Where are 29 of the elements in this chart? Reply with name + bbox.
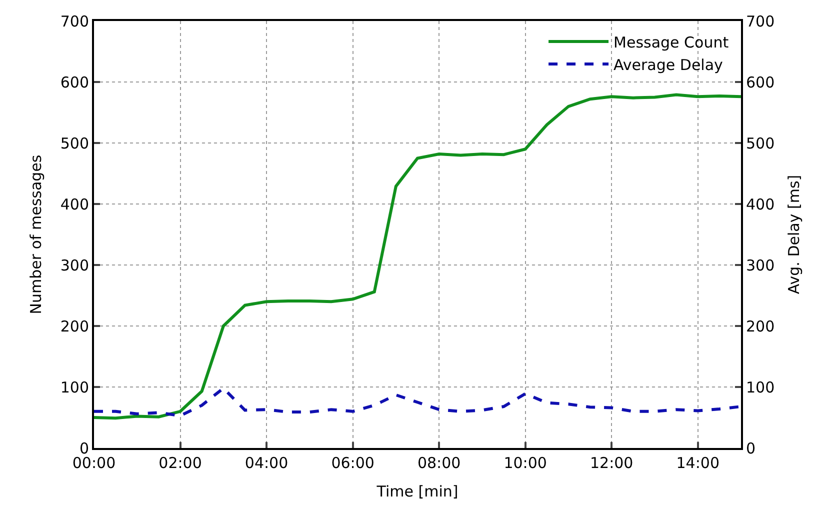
line-series [94,93,741,420]
y2-axis-title: Avg. Delay [ms] [785,174,804,294]
y2-tick-label: 300 [746,256,775,274]
y2-tick-label: 200 [746,317,775,336]
x-tick-label: 08:00 [417,454,461,472]
x-tick-label: 10:00 [504,454,547,472]
y-tick-label: 300 [60,256,89,274]
y-tick-label: 100 [60,378,89,396]
y2-tick-label: 700 [746,12,775,30]
x-tick-label: 06:00 [331,454,374,472]
x-axis-title: Time [min] [376,482,458,500]
y2-tick-label: 400 [746,195,775,214]
x-tick-label: 12:00 [590,454,634,472]
y-axis-title: Number of messages [27,154,46,314]
y-tick-label: 600 [60,73,89,92]
y2-tick-label: 600 [746,73,775,92]
y2-tick-label: 500 [746,134,775,152]
y2-tick-label: 0 [746,439,756,458]
y-tick-label: 400 [60,195,89,214]
y-tick-label: 500 [60,134,89,152]
legend-label: Average Delay [614,56,724,74]
legend-label: Message Count [614,33,729,52]
y-tick-label: 700 [60,12,89,30]
x-tick-label: 14:00 [676,454,720,472]
line-series [94,386,741,418]
x-tick-label: 04:00 [244,454,288,472]
y-tick-label: 200 [60,317,89,336]
x-tick-label: 02:00 [158,454,202,472]
y2-tick-label: 100 [746,378,775,396]
